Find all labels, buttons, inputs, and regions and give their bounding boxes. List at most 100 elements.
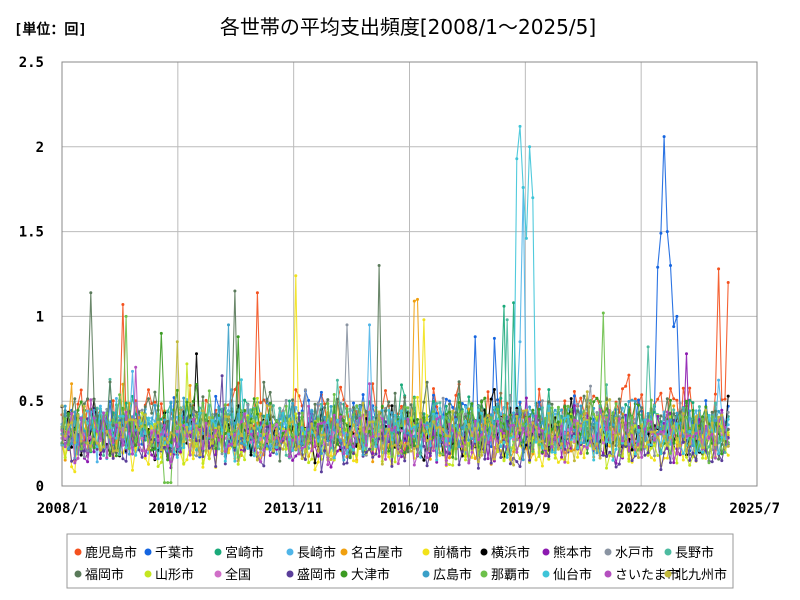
data-point: [640, 424, 644, 428]
data-point: [589, 399, 592, 402]
data-point: [92, 398, 96, 402]
data-point: [361, 453, 365, 457]
y-tick-label: 1: [36, 309, 44, 325]
data-point: [633, 445, 637, 449]
data-point: [159, 402, 163, 406]
x-tick-label: 2016/10: [380, 501, 439, 517]
data-point: [467, 411, 471, 415]
data-point: [352, 448, 355, 452]
data-point: [364, 450, 368, 454]
data-point: [486, 413, 490, 417]
data-point: [675, 314, 679, 318]
data-point: [82, 455, 86, 459]
data-point: [720, 459, 724, 463]
data-point: [92, 450, 96, 454]
data-point: [672, 461, 676, 465]
data-point: [239, 450, 243, 454]
data-point: [592, 434, 596, 438]
data-point: [713, 392, 717, 396]
data-point: [143, 454, 147, 458]
data-point: [665, 456, 669, 460]
data-point: [717, 415, 721, 419]
data-point: [592, 458, 596, 462]
data-point: [662, 135, 666, 139]
data-point: [319, 433, 323, 437]
data-point: [179, 450, 182, 454]
data-point: [275, 423, 279, 427]
data-point: [419, 446, 423, 450]
data-point: [518, 124, 522, 128]
data-point: [566, 441, 570, 445]
data-point: [150, 431, 154, 435]
data-point: [643, 418, 647, 422]
data-point: [198, 428, 202, 432]
data-point: [608, 398, 612, 402]
data-point: [704, 405, 708, 409]
data-point: [406, 406, 410, 410]
data-point: [508, 462, 512, 466]
data-point: [390, 404, 394, 408]
data-point: [556, 447, 560, 451]
data-point: [624, 421, 628, 425]
data-point: [121, 457, 125, 461]
data-point: [646, 419, 650, 423]
data-point: [595, 421, 599, 425]
data-point: [262, 448, 266, 452]
data-point: [300, 457, 304, 461]
data-point: [502, 434, 506, 438]
data-point: [169, 444, 173, 448]
data-point: [448, 434, 451, 438]
data-point: [400, 424, 403, 428]
data-point: [143, 449, 147, 453]
data-point: [127, 447, 131, 451]
data-point: [390, 411, 394, 415]
data-point: [560, 455, 564, 459]
data-point: [223, 450, 227, 453]
data-point: [163, 437, 166, 441]
data-point: [246, 438, 250, 442]
data-point: [236, 335, 240, 339]
data-point: [361, 447, 365, 451]
data-point: [704, 408, 708, 412]
data-point: [345, 445, 349, 449]
data-point: [403, 433, 407, 437]
data-point: [662, 430, 666, 433]
data-point: [425, 380, 429, 384]
data-point: [444, 439, 448, 443]
data-point: [710, 460, 714, 464]
data-point: [342, 439, 346, 443]
data-point: [233, 388, 237, 391]
data-point: [79, 400, 83, 404]
data-point: [380, 417, 384, 421]
data-point: [448, 452, 451, 456]
data-point: [640, 393, 644, 397]
legend-label: 全国: [225, 567, 251, 583]
data-point: [191, 445, 195, 449]
data-point: [556, 420, 560, 424]
data-point: [230, 442, 234, 446]
data-point: [550, 450, 554, 454]
data-point: [496, 398, 500, 402]
data-point: [605, 466, 608, 470]
data-point: [713, 443, 717, 447]
data-point: [390, 455, 394, 459]
data-point: [630, 398, 634, 402]
data-point: [640, 406, 644, 410]
data-point: [384, 389, 387, 393]
data-point: [374, 452, 378, 456]
data-point: [614, 465, 618, 469]
data-point: [127, 432, 131, 436]
data-point: [281, 431, 285, 435]
data-point: [137, 443, 141, 447]
data-point: [669, 264, 672, 267]
data-point: [358, 447, 362, 450]
data-point: [707, 432, 711, 436]
data-point: [86, 455, 90, 458]
data-point: [460, 426, 464, 430]
data-point: [412, 444, 416, 447]
data-point: [681, 435, 685, 438]
data-point: [390, 444, 394, 448]
data-point: [646, 345, 650, 349]
data-point: [428, 451, 432, 455]
data-point: [624, 384, 628, 388]
